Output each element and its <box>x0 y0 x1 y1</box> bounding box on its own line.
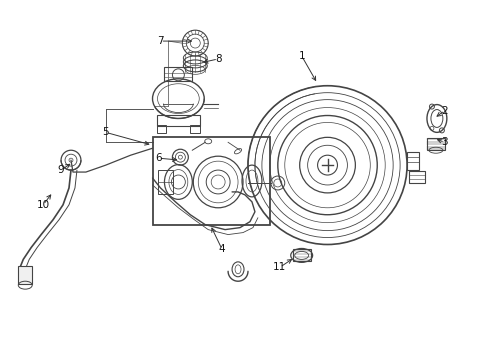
Text: 11: 11 <box>273 262 287 272</box>
Text: 3: 3 <box>441 137 448 147</box>
Text: 7: 7 <box>157 36 164 46</box>
Bar <box>165 67 192 81</box>
Bar <box>158 170 173 194</box>
Bar <box>190 125 200 133</box>
Bar <box>156 125 167 133</box>
Text: 5: 5 <box>102 127 109 138</box>
Text: 10: 10 <box>37 200 49 210</box>
Bar <box>156 114 200 126</box>
Bar <box>409 171 425 183</box>
Text: 1: 1 <box>298 51 305 61</box>
Bar <box>427 138 445 150</box>
Text: 6: 6 <box>155 153 162 163</box>
Bar <box>152 137 270 225</box>
Text: 8: 8 <box>215 54 221 64</box>
Bar <box>18 266 32 284</box>
Text: 4: 4 <box>219 244 225 255</box>
Bar <box>407 152 419 170</box>
Text: 9: 9 <box>58 165 64 175</box>
Text: 2: 2 <box>441 105 448 116</box>
Bar <box>293 249 311 261</box>
